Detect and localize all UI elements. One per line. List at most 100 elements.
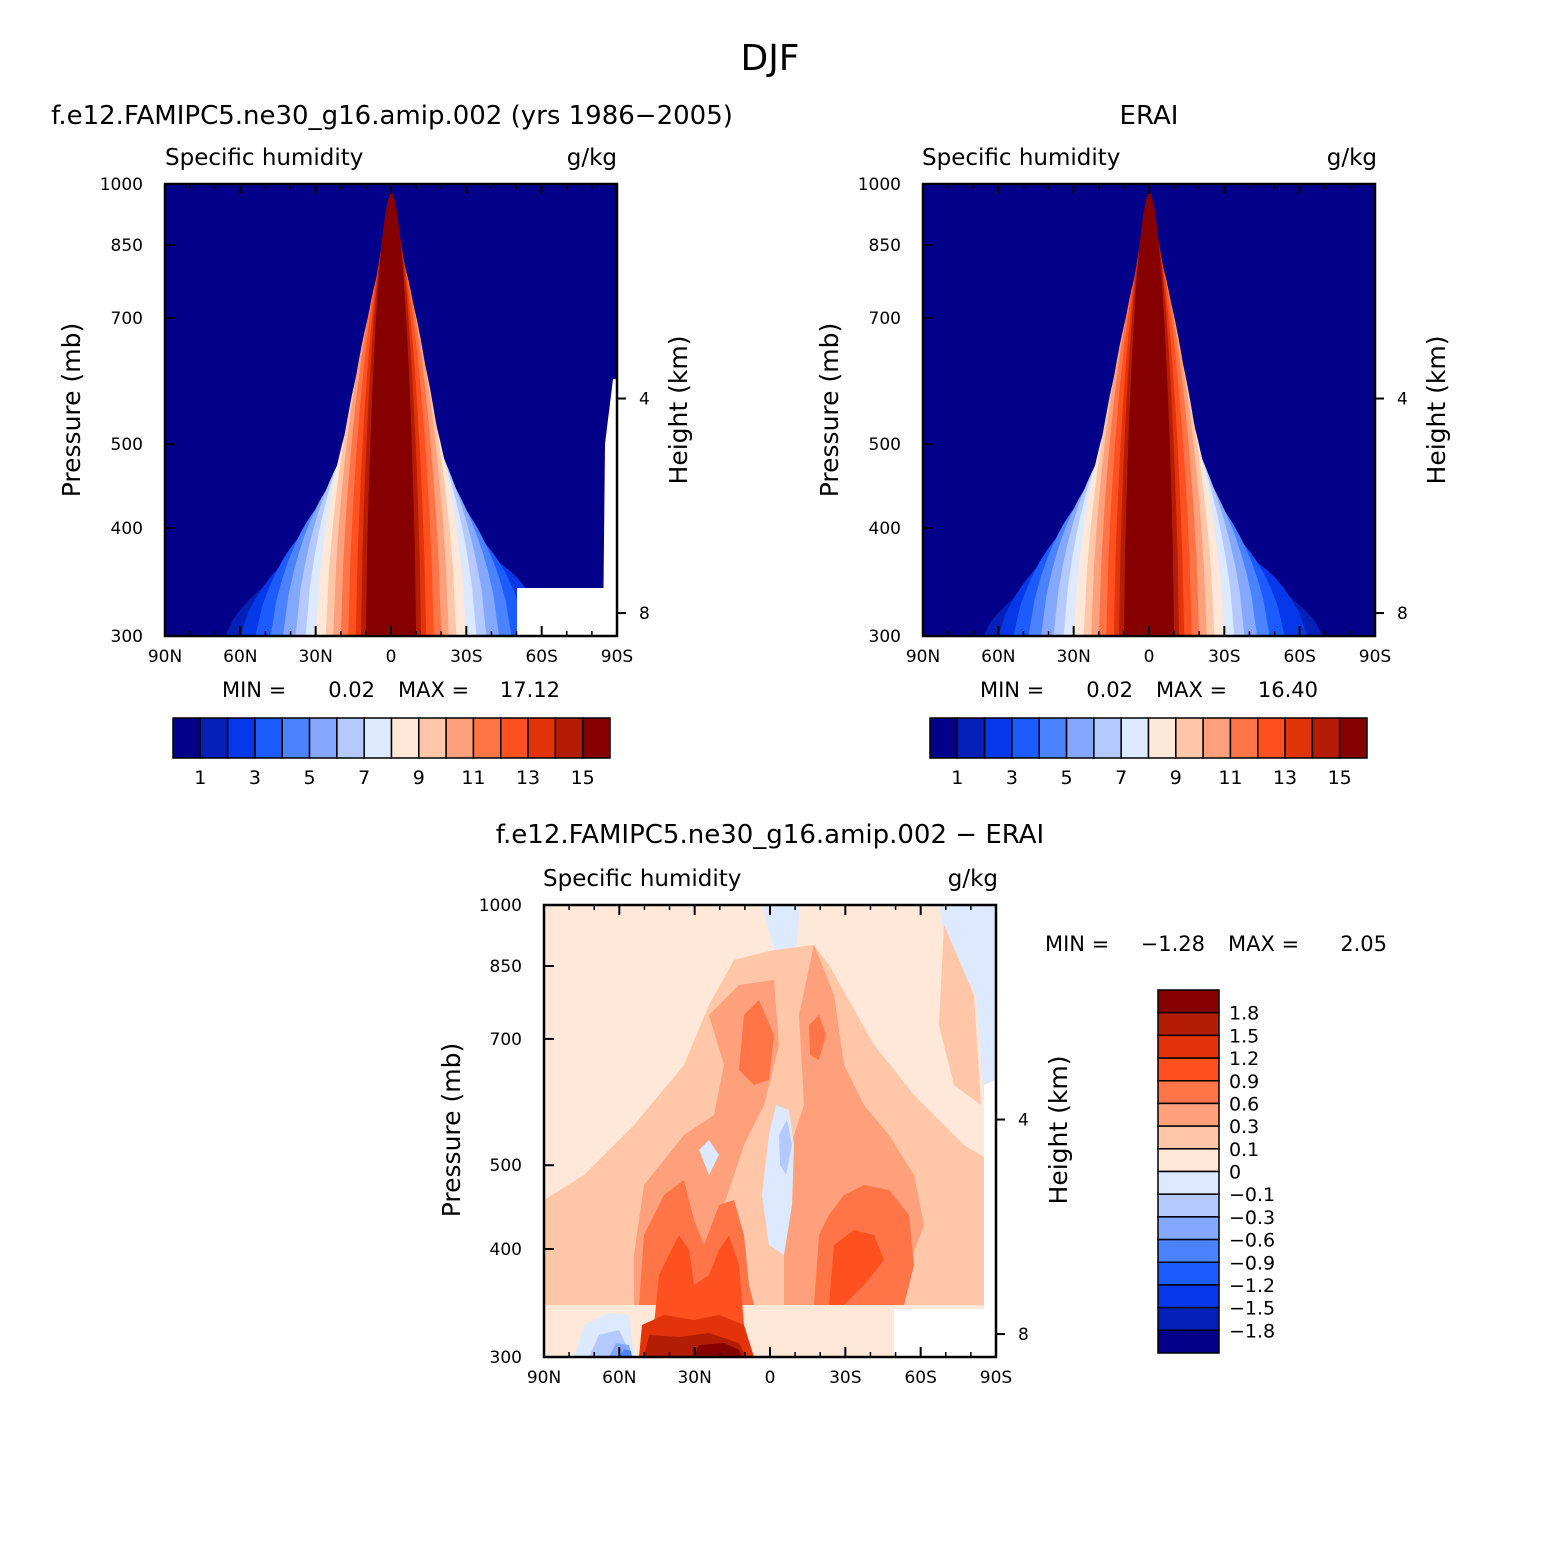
colorbar-box — [308, 717, 338, 759]
colorbar-box — [1120, 717, 1150, 759]
colorbar-box — [1157, 1034, 1220, 1059]
colorbar-box — [1311, 717, 1341, 759]
y-tick-label: 1000 — [100, 175, 143, 195]
panel-model: f.e12.FAMIPC5.ne30_g16.amip.002 (yrs 198… — [51, 101, 733, 789]
colorbar-box — [281, 717, 311, 759]
colorbar-box — [1175, 717, 1204, 759]
variable-label: Specific humidity — [922, 145, 1120, 171]
colorbar-box — [1147, 717, 1177, 759]
x-tick-label: 60N — [602, 1368, 636, 1388]
x-tick-label: 60S — [525, 647, 557, 667]
max-value: 17.12 — [500, 678, 560, 702]
colorbar-label: −1.8 — [1229, 1320, 1275, 1342]
colorbar-label: 7 — [1115, 767, 1127, 789]
colorbar-box — [172, 717, 202, 759]
colorbar-box — [363, 717, 393, 759]
colorbar-box — [1065, 717, 1095, 759]
colorbar-label: 13 — [516, 767, 540, 789]
colorbar-box — [1284, 717, 1314, 759]
y-tick-label: 500 — [869, 435, 901, 455]
axes: 90N 60N 30N 0 30S 60S 90S 300 400 500 700 850 1000 8 4 — [100, 175, 650, 667]
colorbar: 1 3 5 7 9 11 13 15 — [929, 717, 1368, 789]
y-axis-right-label: Height (km) — [1044, 1056, 1073, 1205]
colorbar-label: −0.1 — [1229, 1184, 1275, 1206]
axes: 90N 60N 30N 0 30S 60S 90S 300 400 500 700 850 1000 8 4 — [479, 896, 1029, 1388]
units-label: g/kg — [948, 866, 998, 892]
x-tick-label: 30S — [450, 647, 482, 667]
y-tick-label: 500 — [490, 1156, 522, 1176]
y-tick-label: 1000 — [858, 175, 901, 195]
y-right-tick-label: 4 — [639, 390, 650, 410]
colorbar-box — [1157, 1238, 1220, 1263]
contour-band — [739, 1000, 774, 1085]
min-value: 0.02 — [1086, 678, 1133, 702]
contour-band — [829, 1230, 884, 1305]
max-value: 2.05 — [1340, 932, 1387, 956]
contour-band — [619, 1349, 632, 1357]
colorbar-box — [554, 717, 584, 759]
y-axis-label: Pressure (mb) — [57, 323, 86, 497]
x-tick-label: 30S — [1208, 647, 1240, 667]
colorbar-box — [418, 717, 447, 759]
panel-title: f.e12.FAMIPC5.ne30_g16.amip.002 − ERAI — [496, 820, 1044, 850]
axes: 90N 60N 30N 0 30S 60S 90S 300 400 500 700 850 1000 8 4 — [858, 175, 1408, 667]
colorbar-label: 11 — [461, 767, 485, 789]
colorbar-label: 1.8 — [1229, 1003, 1259, 1025]
contour-band — [894, 1309, 996, 1357]
contour-band — [699, 1140, 719, 1175]
contour-band — [939, 925, 981, 1105]
colorbar-box — [1338, 717, 1368, 759]
colorbar-label: 7 — [358, 767, 370, 789]
colorbar-box — [1157, 1193, 1220, 1218]
colorbar-label: 11 — [1218, 767, 1242, 789]
colorbar-box — [581, 717, 611, 759]
colorbar-box — [1093, 717, 1122, 759]
panel-title: f.e12.FAMIPC5.ne30_g16.amip.002 (yrs 198… — [51, 101, 733, 131]
units-label: g/kg — [567, 145, 617, 171]
min-value: −1.28 — [1141, 932, 1205, 956]
colorbar-box — [226, 717, 256, 759]
colorbar-box — [929, 717, 959, 759]
variable-label: Specific humidity — [543, 866, 741, 892]
y-tick-label: 850 — [111, 236, 143, 256]
colorbar: 1 3 5 7 9 11 13 15 — [172, 717, 611, 789]
colorbar-box — [1157, 1080, 1220, 1105]
y-right-tick-label: 8 — [1018, 1325, 1029, 1345]
y-axis-label: Pressure (mb) — [815, 323, 844, 497]
y-right-tick-label: 8 — [639, 604, 650, 624]
colorbar-box — [1157, 1148, 1220, 1173]
colorbar-label: 0.3 — [1229, 1116, 1259, 1138]
contour-band — [984, 1080, 996, 1357]
colorbar-box — [472, 717, 502, 759]
y-tick-label: 700 — [111, 309, 143, 329]
x-tick-label: 30N — [1056, 647, 1090, 667]
colorbar-label: −0.9 — [1229, 1252, 1275, 1274]
x-tick-label: 90S — [601, 647, 633, 667]
colorbar-box — [1157, 1261, 1220, 1286]
max-label: MAX = — [398, 678, 469, 702]
x-tick-label: 30S — [829, 1368, 861, 1388]
colorbar-box — [336, 717, 365, 759]
colorbar-box — [956, 717, 986, 759]
min-label: MIN = — [222, 678, 286, 702]
panel-title: ERAI — [1120, 101, 1179, 131]
panel-erai: ERAI Specific humidity g/kg 90N 60N 30N 0 30… — [815, 101, 1451, 789]
colorbar-box — [1157, 1329, 1220, 1354]
x-tick-label: 30N — [298, 647, 332, 667]
colorbar-label: 15 — [571, 767, 595, 789]
y-tick-label: 400 — [869, 519, 901, 539]
contour-plot — [544, 905, 996, 1357]
min-value: 0.02 — [328, 678, 375, 702]
colorbar-label: 3 — [1006, 767, 1018, 789]
contour-band — [654, 1235, 744, 1325]
colorbar-box — [254, 717, 283, 759]
colorbar-label: 1 — [951, 767, 963, 789]
colorbar-box — [1157, 1057, 1220, 1082]
colorbar-label: 5 — [304, 767, 316, 789]
x-tick-label: 30N — [677, 1368, 711, 1388]
min-label: MIN = — [1045, 932, 1109, 956]
x-tick-label: 90S — [1359, 647, 1391, 667]
max-label: MAX = — [1228, 932, 1299, 956]
y-tick-label: 400 — [111, 519, 143, 539]
